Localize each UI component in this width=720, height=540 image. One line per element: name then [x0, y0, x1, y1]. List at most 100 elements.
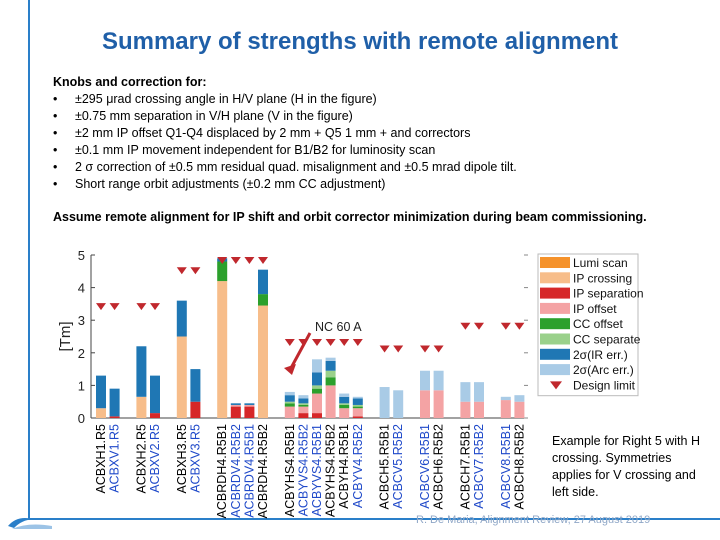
bar-segment — [298, 398, 309, 404]
bar-segment — [339, 404, 350, 409]
bar-segment — [190, 401, 201, 418]
design-limit-marker — [217, 257, 228, 264]
design-limit-marker — [190, 267, 201, 275]
bar-segment — [339, 396, 350, 404]
x-tick-label: ACBRDV4.R5B2 — [229, 424, 243, 518]
bar-segment — [298, 404, 309, 407]
x-tick-label: ACBRDH4.R5B2 — [256, 424, 270, 519]
bar-segment — [325, 377, 336, 386]
x-tick-label: ACBYH4.R5B1 — [337, 424, 351, 509]
bar-segment — [258, 305, 268, 418]
bar-segment — [325, 360, 336, 371]
y-tick-label: 1 — [78, 378, 85, 393]
x-tick-label: ACBXV1.R5 — [108, 424, 122, 493]
design-limit-marker — [244, 257, 255, 264]
annotation-arrowhead — [284, 364, 296, 375]
y-tick-label: 3 — [78, 313, 85, 328]
design-limit-marker — [500, 322, 511, 330]
bar-segment — [150, 375, 160, 414]
bar-segment — [284, 403, 295, 407]
x-tick-label: ACBYHS4.R5B2 — [324, 424, 338, 517]
bar-segment — [339, 408, 350, 418]
x-tick-label: ACBXH2.R5 — [134, 424, 148, 494]
bar-segment — [460, 401, 471, 418]
bar-segment — [109, 388, 120, 417]
bar-segment — [244, 404, 255, 407]
design-limit-marker — [284, 339, 295, 347]
x-tick-label: ACBCV5.R5B2 — [391, 424, 405, 509]
slide-frame-bottom — [28, 518, 720, 520]
design-limit-marker — [312, 339, 322, 347]
knobs-section: Knobs and correction for: ±295 μrad cros… — [53, 74, 693, 193]
bar-segment — [514, 395, 525, 402]
design-limit-marker — [474, 322, 484, 330]
bar-segment — [393, 390, 404, 418]
x-tick-label: ACBCV7.R5B2 — [472, 424, 486, 509]
x-tick-label: ACBCH6.R5B2 — [432, 424, 446, 509]
x-tick-label: ACBXH1.R5 — [94, 424, 108, 494]
legend-swatch — [550, 381, 562, 390]
bar-segment — [244, 403, 255, 405]
design-limit-marker — [96, 303, 106, 311]
bar-segment — [352, 408, 363, 417]
page-title: Summary of strengths with remote alignme… — [101, 28, 619, 55]
design-limit-marker — [150, 303, 160, 311]
bar-segment — [109, 416, 120, 418]
bar-segment — [96, 408, 106, 418]
bar-segment — [352, 416, 363, 418]
x-tick-label: ACBXH3.R5 — [175, 424, 189, 494]
corner-logo-icon — [8, 518, 52, 529]
y-tick-label: 4 — [78, 281, 85, 296]
bar-segment — [217, 281, 228, 418]
x-tick-label: ACBRDV4.R5B1 — [242, 424, 256, 518]
bar-segment — [176, 300, 187, 337]
bar-segment — [258, 269, 268, 295]
knob-item: Short range orbit adjustments (±0.2 mm C… — [53, 176, 693, 193]
knobs-list: ±295 μrad crossing angle in H/V plane (H… — [53, 91, 693, 193]
legend-label: Lumi scan — [573, 256, 628, 270]
x-tick-label: ACBCH7.R5B1 — [458, 424, 472, 509]
bar-segment — [325, 370, 336, 378]
knob-item: ±295 μrad crossing angle in H/V plane (H… — [53, 91, 693, 108]
bar-segment — [298, 403, 309, 405]
bar-segment — [298, 413, 309, 418]
bar-segment — [312, 413, 322, 418]
bar-segment — [514, 401, 525, 418]
assumption-text: Assume remote alignment for IP shift and… — [53, 210, 647, 224]
bar-segment — [298, 395, 309, 399]
knob-item: ±0.75 mm separation in V/H plane (V in t… — [53, 108, 693, 125]
bar-segment — [258, 294, 268, 306]
bar-segment — [312, 388, 322, 394]
bar-segment — [352, 406, 363, 409]
bar-segment — [474, 401, 484, 418]
bar-segment — [284, 391, 295, 396]
annotation-label: NC 60 A — [315, 320, 362, 334]
bar-segment — [352, 396, 363, 399]
design-limit-marker — [230, 257, 241, 264]
design-limit-marker — [514, 322, 525, 330]
bar-segment — [460, 382, 471, 402]
legend-label: IP separation — [573, 287, 644, 301]
design-limit-marker — [352, 339, 363, 347]
y-axis-label: [Tm] — [57, 322, 74, 352]
bar-segment — [352, 404, 363, 407]
bar-segment — [136, 396, 147, 418]
bar-segment — [284, 406, 295, 418]
x-tick-label: ACBCH8.R5B2 — [512, 424, 526, 509]
x-tick-label: ACBXV3.R5 — [188, 424, 202, 493]
x-tick-label: ACBCV8.R5B1 — [499, 424, 513, 509]
legend-swatch — [540, 333, 570, 345]
bar-segment — [217, 261, 228, 282]
bar-segment — [284, 401, 295, 404]
bar-segment — [433, 390, 444, 418]
bar-segment — [312, 372, 322, 386]
bar-segment — [379, 387, 390, 418]
knobs-heading: Knobs and correction for: — [53, 75, 207, 89]
bar-segment — [420, 390, 430, 418]
x-tick-label: ACBYV4.R5B2 — [351, 424, 365, 508]
bar-segment — [352, 398, 363, 405]
bar-segment — [312, 359, 322, 373]
bar-segment — [339, 403, 350, 405]
design-limit-marker — [339, 339, 350, 347]
